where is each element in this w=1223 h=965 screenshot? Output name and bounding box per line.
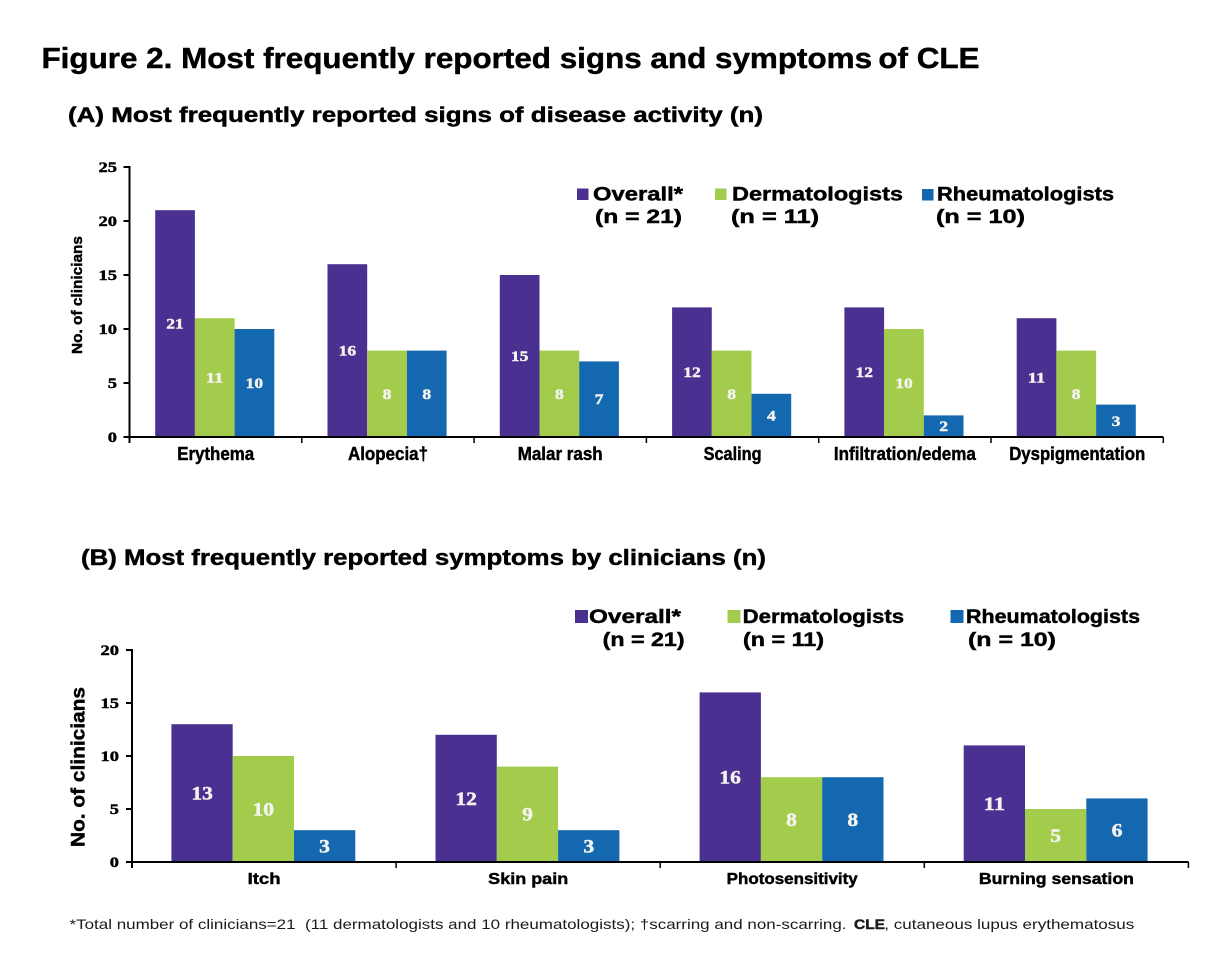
svg-text:15: 15: [511, 349, 529, 365]
svg-text:8: 8: [555, 387, 564, 403]
svg-text:Alopecia†: Alopecia†: [348, 444, 428, 464]
svg-text:Infiltration/edema: Infiltration/edema: [834, 444, 977, 464]
svg-text:21: 21: [166, 317, 184, 333]
svg-text:Erythema: Erythema: [177, 444, 255, 464]
svg-text:Photosensitivity: Photosensitivity: [727, 871, 858, 888]
svg-text:11: 11: [984, 794, 1006, 815]
svg-text:8: 8: [727, 387, 736, 403]
svg-text:Dermatologists: Dermatologists: [732, 185, 903, 206]
svg-text:8: 8: [786, 810, 797, 831]
svg-text:Burning sensation: Burning sensation: [979, 871, 1134, 888]
svg-text:10: 10: [895, 376, 913, 392]
svg-text:15: 15: [101, 696, 120, 712]
svg-text:Dyspigmentation: Dyspigmentation: [1009, 444, 1145, 464]
svg-text:No. of clinicians: No. of clinicians: [69, 236, 86, 354]
svg-text:5: 5: [110, 802, 119, 818]
svg-text:10: 10: [101, 749, 120, 765]
svg-text:Overall*: Overall*: [589, 607, 682, 628]
svg-text:0: 0: [108, 430, 117, 446]
svg-text:*Total number of clinicians=21: *Total number of clinicians=21 (11 derma…: [70, 916, 847, 932]
svg-text:13: 13: [191, 784, 213, 805]
svg-text:12: 12: [455, 789, 477, 810]
svg-text:6: 6: [1112, 821, 1123, 842]
svg-text:Figure 2. Most frequently repo: Figure 2. Most frequently reported signs…: [42, 43, 980, 75]
svg-text:Malar rash: Malar rash: [518, 444, 603, 464]
svg-text:Scaling: Scaling: [704, 444, 762, 464]
svg-text:11: 11: [1028, 371, 1046, 387]
svg-text:10: 10: [99, 322, 118, 338]
svg-text:0: 0: [110, 855, 119, 871]
svg-text:(n = 11): (n = 11): [731, 207, 819, 228]
svg-text:(n = 21): (n = 21): [603, 630, 685, 651]
svg-text:3: 3: [319, 837, 330, 858]
svg-text:10: 10: [253, 799, 275, 820]
svg-text:8: 8: [1072, 387, 1081, 403]
svg-text:8: 8: [422, 387, 431, 403]
svg-text:(n = 21): (n = 21): [595, 207, 682, 228]
svg-text:11: 11: [206, 371, 224, 387]
svg-text:12: 12: [683, 365, 701, 381]
svg-text:, cutaneous lupus erythematosu: , cutaneous lupus erythematosus: [884, 916, 1134, 932]
svg-text:10: 10: [246, 376, 264, 392]
svg-text:25: 25: [99, 160, 118, 176]
svg-text:3: 3: [583, 837, 594, 858]
svg-text:5: 5: [108, 376, 117, 392]
svg-text:No. of clinicians: No. of clinicians: [69, 687, 90, 847]
svg-text:Rheumatologists: Rheumatologists: [966, 607, 1140, 628]
svg-text:Dermatologists: Dermatologists: [743, 607, 905, 628]
svg-text:(A) Most frequently reported s: (A) Most frequently reported signs of di…: [68, 104, 763, 127]
svg-text:8: 8: [383, 387, 392, 403]
svg-text:15: 15: [99, 268, 118, 284]
svg-text:2: 2: [939, 419, 948, 435]
svg-text:Rheumatologists: Rheumatologists: [937, 185, 1114, 206]
svg-text:Skin pain: Skin pain: [488, 871, 568, 888]
svg-text:Itch: Itch: [248, 871, 281, 888]
svg-text:9: 9: [522, 805, 533, 826]
svg-text:(B) Most frequently reported s: (B) Most frequently reported symptoms by…: [81, 545, 766, 570]
svg-text:12: 12: [856, 365, 874, 381]
svg-text:16: 16: [719, 768, 741, 789]
svg-text:20: 20: [99, 214, 118, 230]
svg-text:5: 5: [1050, 826, 1061, 847]
svg-text:8: 8: [847, 810, 858, 831]
svg-text:(n = 11): (n = 11): [743, 630, 824, 651]
svg-text:(n = 10): (n = 10): [968, 630, 1056, 651]
svg-text:16: 16: [339, 344, 357, 360]
svg-text:Overall*: Overall*: [593, 185, 684, 206]
svg-text:CLE: CLE: [854, 916, 885, 932]
svg-text:4: 4: [767, 408, 776, 424]
svg-text:(n = 10): (n = 10): [936, 207, 1025, 228]
svg-text:20: 20: [101, 643, 120, 659]
svg-text:3: 3: [1112, 414, 1121, 430]
svg-text:7: 7: [595, 392, 604, 408]
